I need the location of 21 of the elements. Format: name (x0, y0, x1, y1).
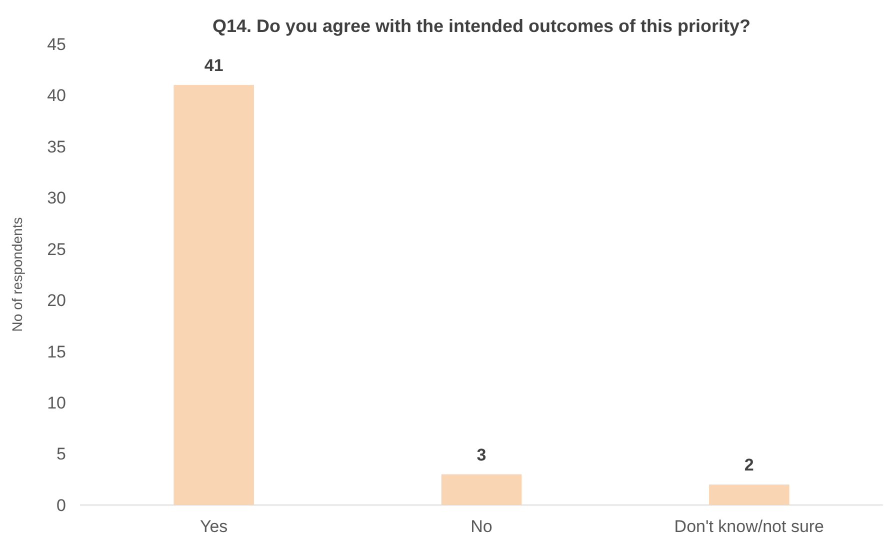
y-tick-label: 10 (47, 394, 66, 413)
x-tick-label: Don't know/not sure (674, 517, 824, 536)
x-tick-label: Yes (200, 517, 228, 536)
y-tick-label: 45 (47, 34, 66, 54)
data-label: 2 (744, 456, 754, 475)
data-label: 3 (476, 445, 486, 464)
y-tick-label: 20 (47, 291, 66, 310)
y-tick-label: 25 (47, 240, 66, 259)
y-tick-label: 35 (47, 137, 66, 156)
bar (174, 84, 254, 505)
y-tick-label: 40 (47, 86, 66, 106)
y-tick-label: 5 (56, 444, 66, 464)
y-tick-label: 0 (56, 496, 66, 515)
y-tick-label: 30 (47, 188, 66, 208)
x-tick-label: No (470, 517, 492, 536)
y-axis-title: No of respondents (9, 217, 25, 332)
data-label: 41 (204, 56, 224, 75)
y-tick-label: 15 (47, 342, 66, 362)
chart-title: Q14. Do you agree with the intended outcomes of this priority? (212, 16, 751, 36)
bar (441, 474, 522, 505)
bar (709, 484, 790, 505)
